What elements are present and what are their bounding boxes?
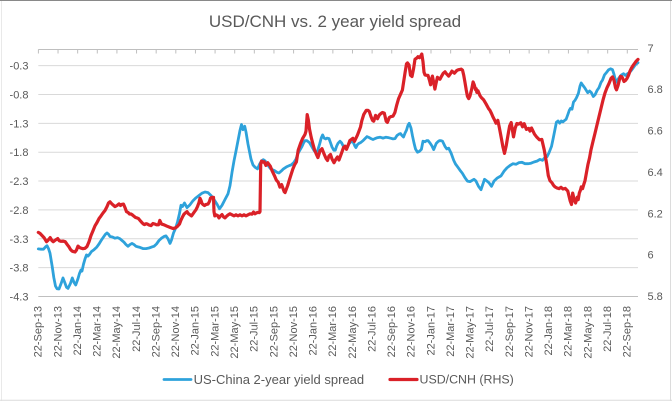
svg-text:22-Sep-15: 22-Sep-15	[268, 306, 280, 357]
svg-text:22-Sep-13: 22-Sep-13	[33, 306, 45, 357]
svg-text:USD/CNH (RHS): USD/CNH (RHS)	[420, 373, 514, 387]
svg-text:-2.3: -2.3	[10, 176, 29, 188]
svg-text:-3.3: -3.3	[10, 234, 29, 246]
svg-text:22-Jul-16: 22-Jul-16	[366, 306, 378, 352]
svg-text:22-Nov-17: 22-Nov-17	[523, 306, 535, 357]
svg-text:22-Jan-15: 22-Jan-15	[190, 306, 202, 356]
svg-text:22-Mar-17: 22-Mar-17	[445, 306, 457, 357]
svg-text:22-Jul-15: 22-Jul-15	[249, 306, 261, 352]
svg-text:22-Jul-17: 22-Jul-17	[484, 306, 496, 352]
svg-text:22-Sep-17: 22-Sep-17	[504, 306, 516, 357]
svg-text:22-Nov-15: 22-Nov-15	[288, 306, 300, 357]
svg-text:22-Jan-16: 22-Jan-16	[308, 306, 320, 356]
svg-text:22-Nov-14: 22-Nov-14	[170, 306, 182, 357]
svg-text:US-China 2-year yield spread: US-China 2-year yield spread	[194, 372, 365, 387]
svg-text:-0.8: -0.8	[10, 90, 29, 102]
svg-text:-4.3: -4.3	[10, 292, 29, 304]
svg-text:22-Sep-14: 22-Sep-14	[150, 306, 162, 357]
svg-text:-2.8: -2.8	[10, 205, 29, 217]
svg-text:22-Mar-18: 22-Mar-18	[563, 306, 575, 357]
svg-text:-1.3: -1.3	[10, 118, 29, 130]
svg-text:6.4: 6.4	[648, 167, 663, 179]
svg-text:22-Nov-13: 22-Nov-13	[52, 306, 64, 357]
svg-text:7: 7	[648, 43, 654, 55]
svg-text:22-Sep-16: 22-Sep-16	[386, 306, 398, 357]
svg-text:22-Jan-18: 22-Jan-18	[543, 306, 555, 356]
svg-text:22-May-17: 22-May-17	[465, 306, 477, 359]
svg-text:22-Mar-14: 22-Mar-14	[92, 306, 104, 357]
svg-text:22-Jul-18: 22-Jul-18	[602, 306, 614, 352]
svg-text:-3.8: -3.8	[10, 263, 29, 275]
svg-text:22-Mar-16: 22-Mar-16	[327, 306, 339, 357]
svg-text:22-Jul-14: 22-Jul-14	[131, 306, 143, 352]
svg-text:22-May-16: 22-May-16	[347, 306, 359, 359]
svg-text:22-Mar-15: 22-Mar-15	[209, 306, 221, 357]
svg-text:22-Nov-16: 22-Nov-16	[406, 306, 418, 357]
svg-text:-1.8: -1.8	[10, 147, 29, 159]
svg-text:22-Sep-18: 22-Sep-18	[622, 306, 634, 357]
svg-text:22-Jan-17: 22-Jan-17	[425, 306, 437, 356]
svg-text:22-Jan-14: 22-Jan-14	[72, 306, 84, 356]
svg-text:USD/CNH vs. 2 year yield sprea: USD/CNH vs. 2 year yield spread	[209, 12, 461, 31]
svg-text:6.2: 6.2	[648, 208, 663, 220]
svg-text:-0.3: -0.3	[10, 61, 29, 73]
svg-text:5.8: 5.8	[648, 291, 663, 303]
svg-text:6.8: 6.8	[648, 84, 663, 96]
svg-text:22-May-15: 22-May-15	[229, 306, 241, 359]
svg-text:22-May-14: 22-May-14	[111, 306, 123, 359]
svg-text:6: 6	[648, 250, 654, 262]
svg-text:22-May-18: 22-May-18	[582, 306, 594, 359]
svg-text:6.6: 6.6	[648, 126, 663, 138]
